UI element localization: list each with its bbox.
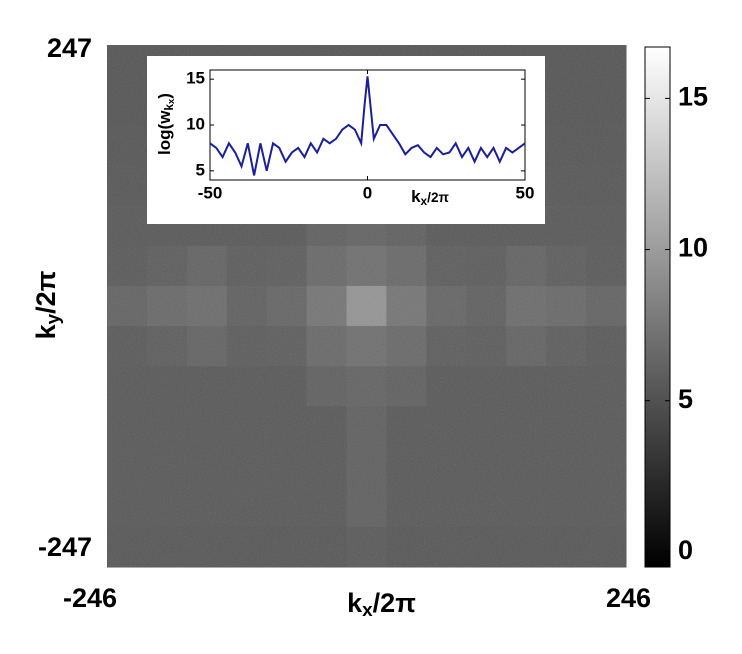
x-axis-label-sub: x <box>362 600 373 621</box>
inset-x-label-sub: x <box>421 194 428 208</box>
colorbar-tick-label: 0 <box>678 535 693 565</box>
colorbar-tick-label: 15 <box>678 82 708 112</box>
colorbar-tick-label: 5 <box>678 384 693 414</box>
y-tick-label: -247 <box>38 532 92 562</box>
y-axis-label: ky/2π <box>31 271 64 340</box>
inset-x-label-rest: /2π <box>427 190 449 205</box>
x-tick-label: 0 <box>363 183 372 202</box>
inset-x-label: kx/2π <box>411 187 449 207</box>
colorbar-tick-label: 10 <box>678 233 708 263</box>
inset-background <box>147 56 545 224</box>
x-axis-label: kx/2π <box>347 588 416 621</box>
inset-y-label-rest: ) <box>155 93 174 99</box>
x-tick-label: 50 <box>516 183 535 202</box>
x-tick-label: 246 <box>606 583 651 613</box>
y-axis-label-rest: /2π <box>31 271 61 314</box>
data-line <box>209 76 526 176</box>
inset-x-label-main: k <box>411 187 421 206</box>
inset-y-label-sub: k <box>162 104 176 111</box>
inset-y-label: log(wkx) <box>155 93 175 155</box>
y-axis-label-sub: y <box>43 313 64 324</box>
inset-y-label-sub2: x <box>166 98 176 104</box>
colorbar-scale <box>644 46 671 568</box>
x-tick-label: -246 <box>63 583 117 613</box>
x-tick-label: -50 <box>198 183 223 202</box>
colorbar: 0 5 10 15 <box>644 46 708 568</box>
y-tick-label: 10 <box>186 114 205 133</box>
y-tick-label: 247 <box>47 33 92 63</box>
y-tick-label: 15 <box>186 69 205 88</box>
y-axis-label-main: k <box>31 323 61 339</box>
x-axis-label-main: k <box>347 588 363 618</box>
x-axis-label-rest: /2π <box>373 588 416 618</box>
inset-y-label-main: log(w <box>155 110 174 155</box>
y-tick-label: 5 <box>196 160 205 179</box>
